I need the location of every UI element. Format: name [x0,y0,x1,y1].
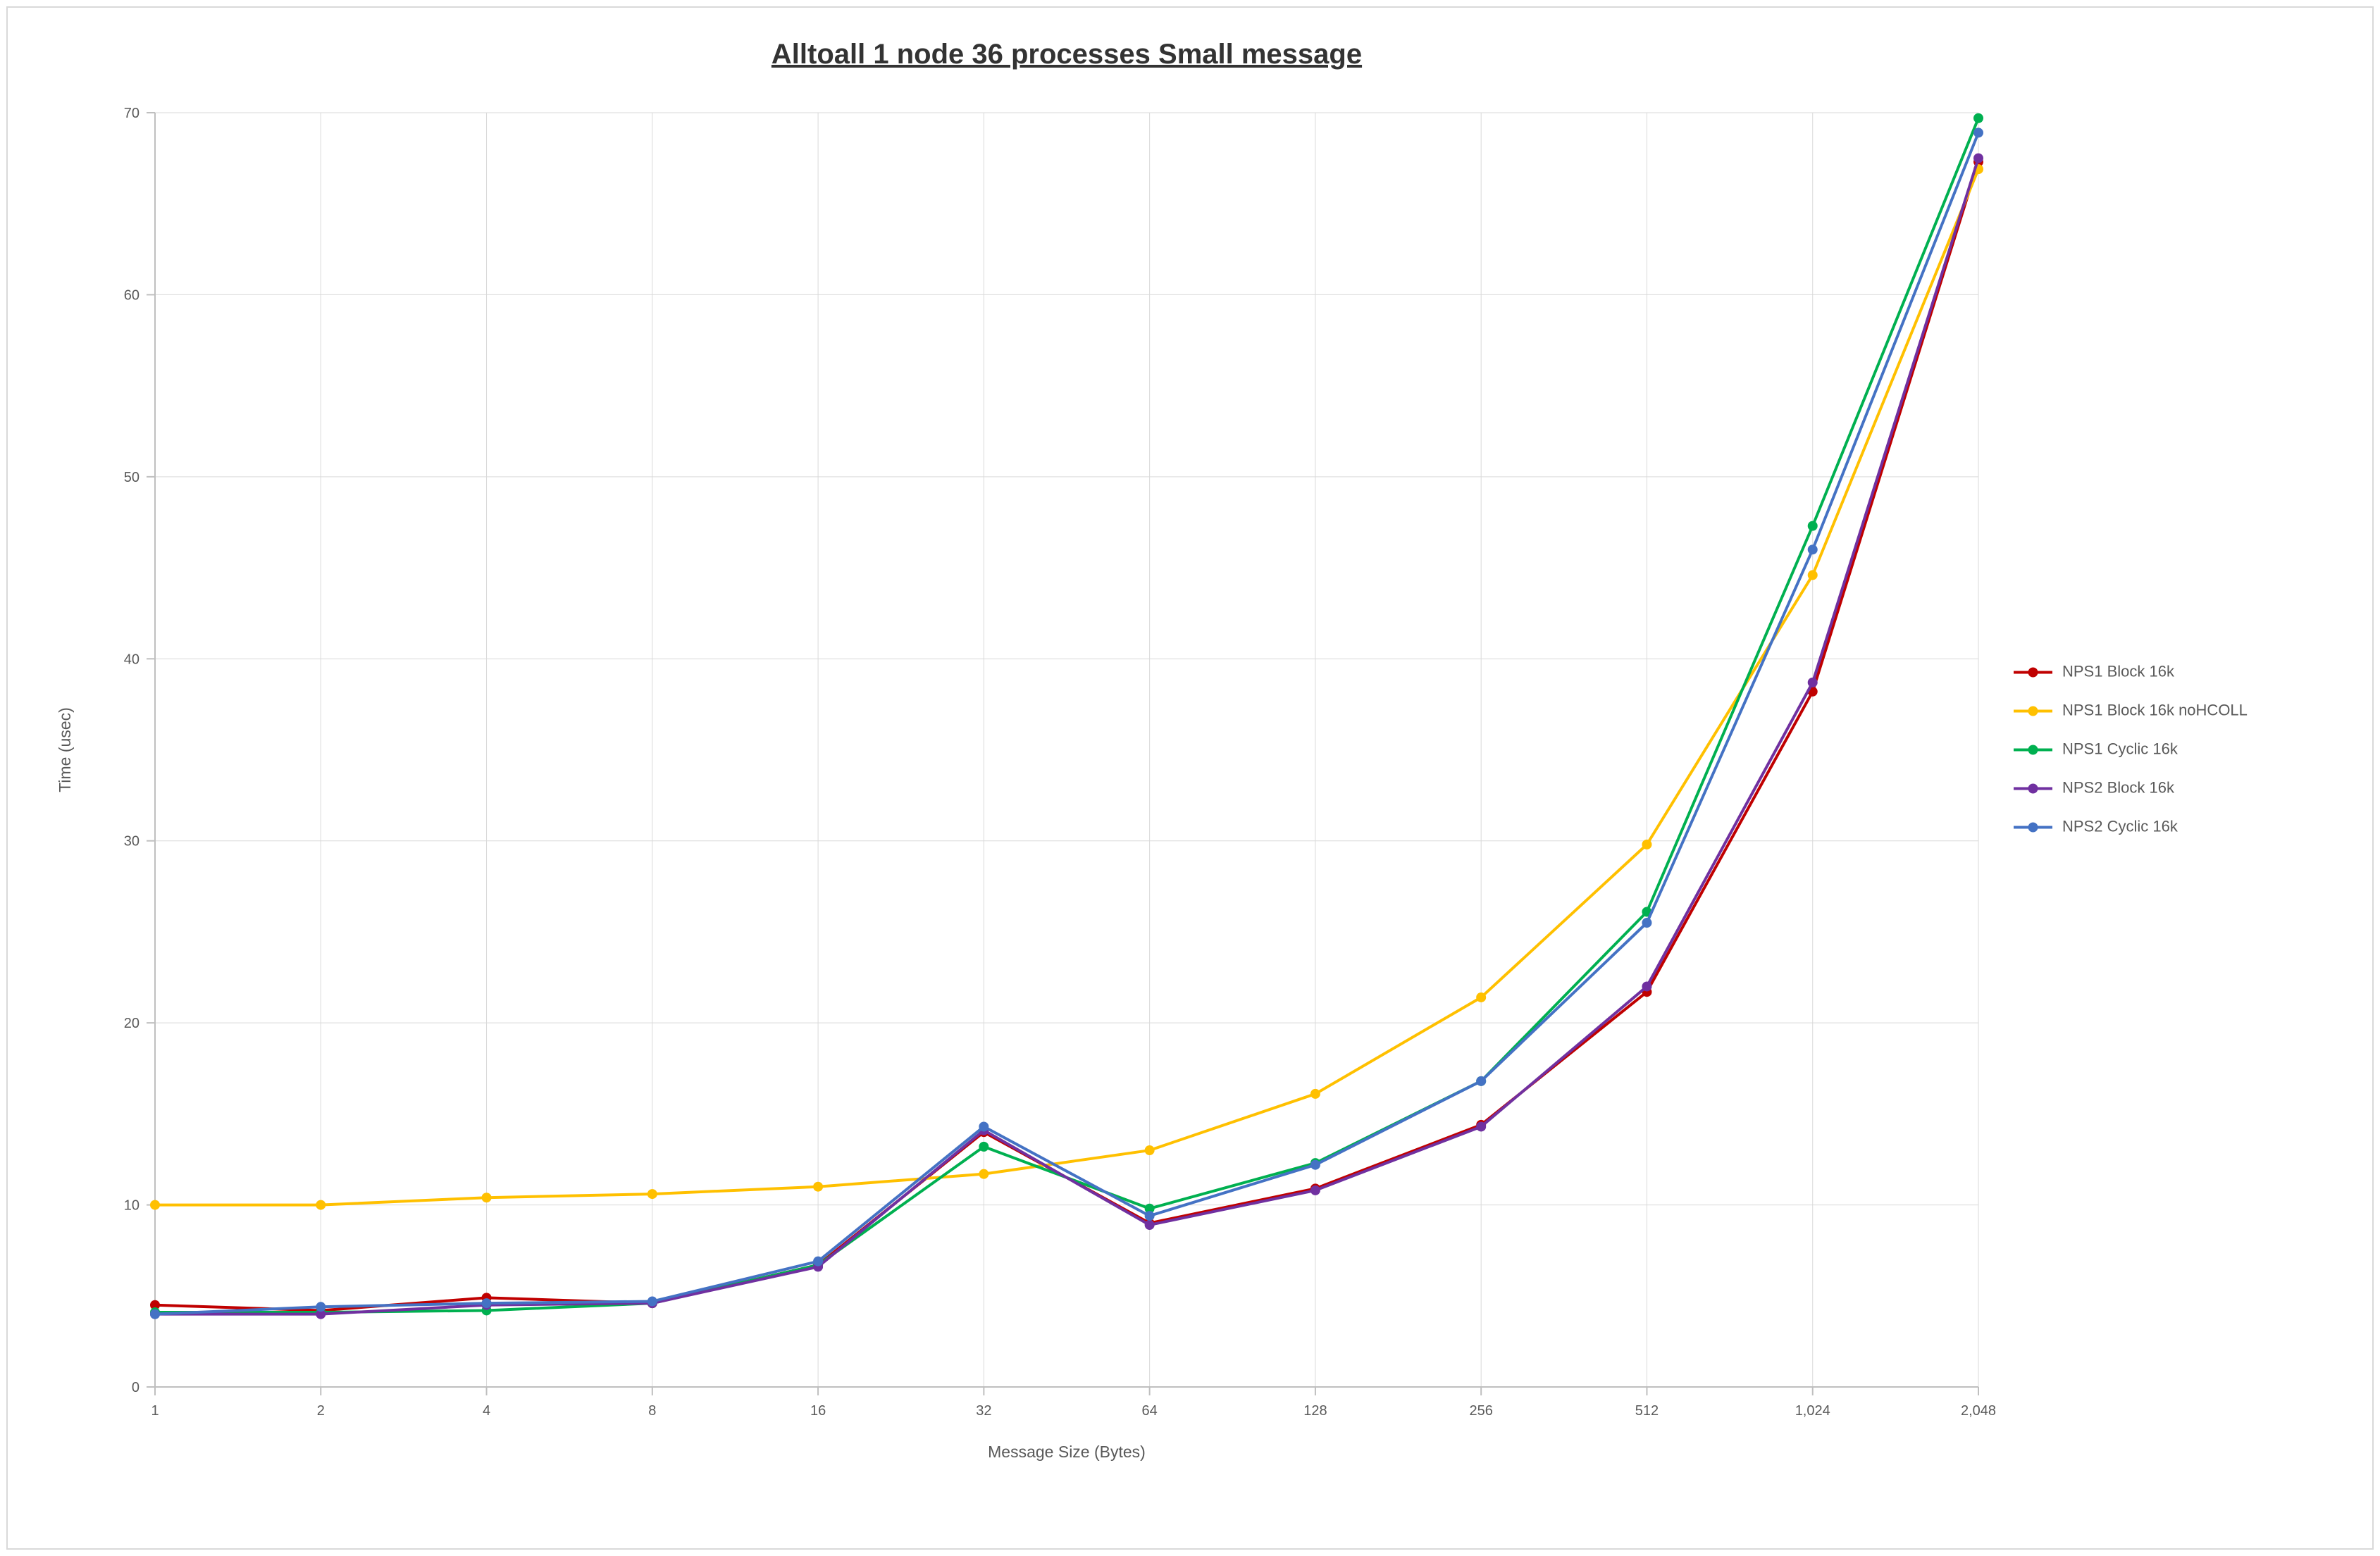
series-marker [813,1257,823,1266]
legend-item: NPS2 Block 16k [2014,778,2175,796]
x-tick-label: 16 [810,1403,826,1419]
legend-item: NPS1 Block 16k [2014,662,2175,680]
x-tick-label: 512 [1635,1403,1659,1419]
x-tick-label: 128 [1303,1403,1327,1419]
series-marker [979,1169,988,1179]
series-marker [1973,127,1983,137]
series-marker [1476,992,1486,1002]
series-line [155,169,1978,1205]
y-tick-label: 50 [124,470,140,485]
series-marker [647,1189,657,1199]
x-tick-label: 4 [483,1403,490,1419]
series-marker [1145,1220,1155,1230]
series-marker [1973,154,1983,163]
y-tick-label: 30 [124,834,140,849]
series-line [155,132,1978,1314]
x-tick-label: 8 [648,1403,656,1419]
series-marker [979,1121,988,1131]
series-marker [1310,1089,1320,1099]
series-line [155,162,1978,1311]
series-marker [979,1142,988,1152]
series-marker [1642,981,1651,991]
series-marker [1145,1211,1155,1221]
chart-container: Alltoall 1 node 36 processes Small messa… [0,0,2380,1556]
legend-label: NPS2 Cyclic 16k [2062,817,2178,835]
y-tick-label: 60 [124,287,140,303]
series-marker [150,1309,160,1319]
legend-label: NPS1 Block 16k [2062,662,2175,680]
series-marker [1476,1076,1486,1086]
series-marker [482,1298,492,1308]
y-tick-label: 70 [124,106,140,121]
series-marker [1808,544,1818,554]
line-chart: Alltoall 1 node 36 processes Small messa… [0,0,2380,1556]
series-marker [1808,521,1818,531]
y-tick-label: 20 [124,1016,140,1031]
x-axis-label: Message Size (Bytes) [988,1443,1146,1461]
series-marker [316,1302,326,1312]
x-tick-label: 2,048 [1961,1403,1996,1419]
chart-outer-border [7,7,2373,1549]
y-tick-label: 10 [124,1198,140,1214]
series-marker [1145,1145,1155,1155]
legend-label: NPS1 Cyclic 16k [2062,740,2178,757]
y-tick-label: 0 [132,1380,140,1395]
series-marker [813,1182,823,1192]
series-marker [1476,1121,1486,1131]
series-marker [647,1297,657,1307]
series-marker [1310,1160,1320,1170]
series-marker [150,1200,160,1210]
legend-item: NPS1 Block 16k noHCOLL [2014,701,2248,718]
series-marker [1642,840,1651,849]
x-tick-label: 2 [317,1403,325,1419]
x-tick-label: 32 [976,1403,991,1419]
legend-item: NPS2 Cyclic 16k [2014,817,2178,835]
series-line [155,118,1978,1312]
series-marker [316,1200,326,1210]
y-tick-label: 40 [124,652,140,667]
legend-label: NPS1 Block 16k noHCOLL [2062,701,2248,718]
x-tick-label: 256 [1469,1403,1492,1419]
x-tick-label: 1 [151,1403,159,1419]
chart-title: Alltoall 1 node 36 processes Small messa… [771,39,1362,70]
y-axis-ticks: 0 10 20 30 40 50 60 70 [124,106,155,1395]
series-marker [1642,918,1651,928]
series-marker [1808,570,1818,580]
x-axis-ticks: 1 2 4 8 16 32 64 128 256 512 1,024 2,048 [151,1387,1996,1419]
legend-label: NPS2 Block 16k [2062,778,2175,796]
series-marker [1310,1185,1320,1195]
series-marker [1973,113,1983,123]
series-line [155,158,1978,1314]
legend-item: NPS1 Cyclic 16k [2014,740,2178,757]
legend: NPS1 Block 16k NPS1 Block 16k noHCOLL NPS1… [2014,662,2248,835]
series-marker [1808,678,1818,687]
series-marker [482,1193,492,1202]
series-group [150,113,1983,1319]
y-axis-label: Time (usec) [56,707,74,792]
x-tick-label: 64 [1142,1403,1158,1419]
x-tick-label: 1,024 [1795,1403,1830,1419]
